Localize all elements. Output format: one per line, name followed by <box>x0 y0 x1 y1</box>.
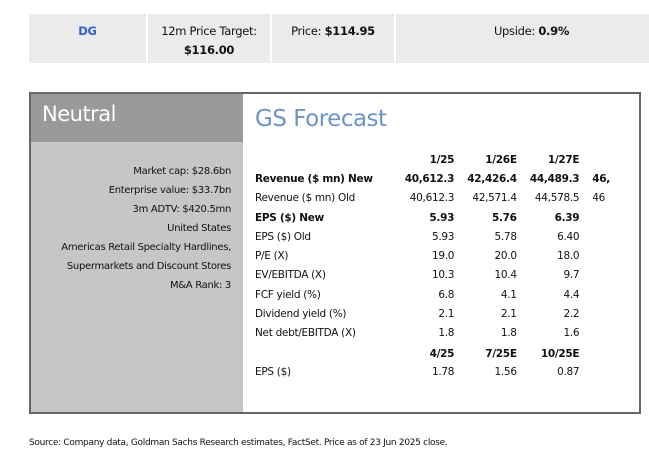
table-row: Net debt/EBITDA (X) 1.8 1.8 1.6 <box>255 324 639 343</box>
info-line: 3m ADTV: $420.5mn <box>132 204 232 215</box>
company-info: Market cap: $28.6bn Enterprise value: $33… <box>31 142 243 295</box>
cell-value: 5.78 <box>494 230 517 243</box>
info-line: United States <box>167 223 231 234</box>
table-row: EV/EBITDA (X) 10.3 10.4 9.7 <box>255 266 639 285</box>
company-panel: Neutral Market cap: $28.6bn Enterprise va… <box>31 94 243 412</box>
cell-value: 5.93 <box>429 211 455 224</box>
cell-value: 5.93 <box>431 230 455 243</box>
row-label: EPS ($) <box>255 365 291 378</box>
cell-value: 1.6 <box>563 327 580 340</box>
cell-value: 10/25E <box>540 348 580 361</box>
row-label: Revenue ($ mn) New <box>255 172 373 185</box>
cell-value: 2.2 <box>563 308 580 321</box>
cell-value: 1.78 <box>431 365 455 378</box>
cell-value: 2.1 <box>438 308 455 321</box>
cell-value <box>579 246 639 265</box>
price-value: $114.95 <box>324 24 376 38</box>
cell-value <box>579 150 639 169</box>
row-label: Revenue ($ mn) Old <box>255 192 355 205</box>
table-row: 1/25 1/26E 1/27E <box>255 150 639 169</box>
table-row: EPS ($) Old 5.93 5.78 6.40 <box>255 227 639 246</box>
cell-value: 44,489.3 <box>529 172 580 185</box>
cell-value: 4/25 <box>429 348 455 361</box>
cell-value <box>579 304 639 323</box>
row-label: EPS ($) New <box>255 211 324 224</box>
forecast-box: Neutral Market cap: $28.6bn Enterprise va… <box>29 92 641 414</box>
footnote: Source: Company data, Goldman Sachs Rese… <box>29 438 448 448</box>
upside-value: 0.9% <box>538 24 570 38</box>
cell-value: 6.39 <box>554 211 580 224</box>
ticker-link[interactable]: DG <box>78 24 97 38</box>
upside-cell: Upside: 0.9% <box>396 14 649 63</box>
row-label <box>255 150 392 169</box>
price-cell: Price: $114.95 <box>272 14 394 63</box>
row-label: Dividend yield (%) <box>255 308 347 321</box>
row-label: FCF yield (%) <box>255 288 321 301</box>
price-target-cell: 12m Price Target: $116.00 <box>148 14 270 63</box>
table-row: Dividend yield (%) 2.1 2.1 2.2 <box>255 304 639 323</box>
info-line: Enterprise value: $33.7bn <box>108 185 232 196</box>
cell-value: 6.8 <box>438 288 455 301</box>
ticker-cell: DG <box>29 14 146 63</box>
cell-value: 46 <box>592 192 606 205</box>
cell-value: 1.8 <box>438 327 455 340</box>
cell-value <box>579 208 639 227</box>
cell-value: 44,578.5 <box>534 192 580 205</box>
cell-value: 10.3 <box>431 269 455 282</box>
cell-value: 42,426.4 <box>467 172 517 185</box>
row-label: EV/EBITDA (X) <box>255 269 326 282</box>
row-label: Net debt/EBITDA (X) <box>255 327 356 340</box>
info-line: M&A Rank: 3 <box>169 280 231 291</box>
cell-value: 4.4 <box>563 288 580 301</box>
cell-value: 7/25E <box>485 348 517 361</box>
info-line: Americas Retail Specialty Hardlines, <box>61 242 231 253</box>
row-label <box>255 343 392 362</box>
summary-bar: DG 12m Price Target: $116.00 Price: $114.… <box>29 14 649 63</box>
cell-value: 5.76 <box>491 211 517 224</box>
upside-label: Upside: <box>493 24 535 38</box>
rating-label: Neutral <box>31 94 243 142</box>
price-label: Price: <box>291 24 322 38</box>
cell-value: 40,612.3 <box>404 172 455 185</box>
cell-value: 1/26E <box>485 153 517 166</box>
cell-value <box>579 324 639 343</box>
cell-value: 19.0 <box>431 250 455 263</box>
cell-value: 6.40 <box>557 230 580 243</box>
table-row: FCF yield (%) 6.8 4.1 4.4 <box>255 285 639 304</box>
cell-value: 10.4 <box>494 269 517 282</box>
table-row: EPS ($) New 5.93 5.76 6.39 <box>255 208 639 227</box>
price-target-value: $116.00 <box>183 43 235 57</box>
table-row: 4/25 7/25E 10/25E <box>255 343 639 362</box>
row-label: P/E (X) <box>255 250 289 263</box>
cell-value: 1.56 <box>494 365 517 378</box>
cell-value: 2.1 <box>500 308 517 321</box>
cell-value: 1/27E <box>547 153 580 166</box>
info-line: Market cap: $28.6bn <box>133 166 231 177</box>
forecast-panel: GS Forecast 1/25 1/26E 1/27E Revenue ($ mn)… <box>243 94 639 412</box>
table-row: P/E (X) 19.0 20.0 18.0 <box>255 246 639 265</box>
info-line: Supermarkets and Discount Stores <box>66 261 231 272</box>
cell-value: 4.1 <box>500 288 517 301</box>
cell-value: 1.8 <box>500 327 517 340</box>
cell-value: 18.0 <box>557 250 580 263</box>
price-target-label: 12m Price Target: <box>161 24 257 38</box>
row-label: EPS ($) Old <box>255 230 311 243</box>
forecast-table: 1/25 1/26E 1/27E Revenue ($ mn) New 40,612.3… <box>255 150 639 382</box>
cell-value: 0.87 <box>557 365 580 378</box>
cell-value: 46, <box>592 172 610 185</box>
table-row: EPS ($) 1.78 1.56 0.87 <box>255 362 639 381</box>
forecast-title: GS Forecast <box>255 106 387 132</box>
cell-value <box>579 285 639 304</box>
table-row: Revenue ($ mn) Old 40,612.3 42,571.4 44,578… <box>255 189 639 208</box>
cell-value <box>579 266 639 285</box>
cell-value <box>579 227 639 246</box>
cell-value: 1/25 <box>429 153 455 166</box>
cell-value: 42,571.4 <box>472 192 517 205</box>
cell-value: 20.0 <box>494 250 517 263</box>
cell-value: 9.7 <box>563 269 580 282</box>
cell-value: 40,612.3 <box>409 192 455 205</box>
table-row: Revenue ($ mn) New 40,612.3 42,426.4 44,489… <box>255 169 639 188</box>
